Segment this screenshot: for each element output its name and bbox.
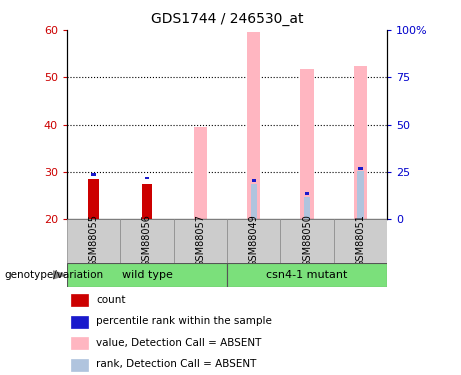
Text: GSM88050: GSM88050: [302, 214, 312, 267]
Text: value, Detection Call = ABSENT: value, Detection Call = ABSENT: [96, 338, 261, 348]
Bar: [250, 184, 257, 219]
Title: GDS1744 / 246530_at: GDS1744 / 246530_at: [151, 12, 303, 26]
Polygon shape: [53, 271, 66, 279]
Bar: [194, 127, 207, 219]
Bar: [357, 171, 364, 219]
Bar: [71, 316, 89, 328]
Text: GSM88057: GSM88057: [195, 214, 205, 267]
Bar: [304, 196, 310, 219]
Bar: [227, 262, 387, 287]
Text: wild type: wild type: [122, 270, 172, 280]
Bar: [305, 192, 309, 195]
Text: genotype/variation: genotype/variation: [5, 270, 104, 279]
Bar: [227, 219, 280, 262]
Bar: [358, 167, 363, 170]
Text: percentile rank within the sample: percentile rank within the sample: [96, 316, 272, 326]
Bar: [334, 219, 387, 262]
Bar: [247, 32, 260, 219]
Bar: [354, 66, 367, 219]
Bar: [71, 337, 89, 349]
Bar: [88, 179, 99, 219]
Bar: [67, 262, 227, 287]
Bar: [67, 219, 120, 262]
Text: GSM88056: GSM88056: [142, 214, 152, 267]
Text: GSM88049: GSM88049: [249, 214, 259, 267]
Bar: [142, 184, 152, 219]
Text: count: count: [96, 294, 126, 304]
Bar: [71, 294, 89, 306]
Text: GSM88055: GSM88055: [89, 214, 99, 267]
Bar: [120, 219, 174, 262]
Bar: [301, 69, 314, 219]
Bar: [145, 177, 149, 179]
Text: rank, Detection Call = ABSENT: rank, Detection Call = ABSENT: [96, 359, 257, 369]
Text: csn4-1 mutant: csn4-1 mutant: [266, 270, 348, 280]
Text: GSM88051: GSM88051: [355, 214, 366, 267]
Bar: [71, 359, 89, 370]
Bar: [252, 179, 256, 182]
Bar: [280, 219, 334, 262]
Bar: [91, 174, 96, 176]
Bar: [174, 219, 227, 262]
